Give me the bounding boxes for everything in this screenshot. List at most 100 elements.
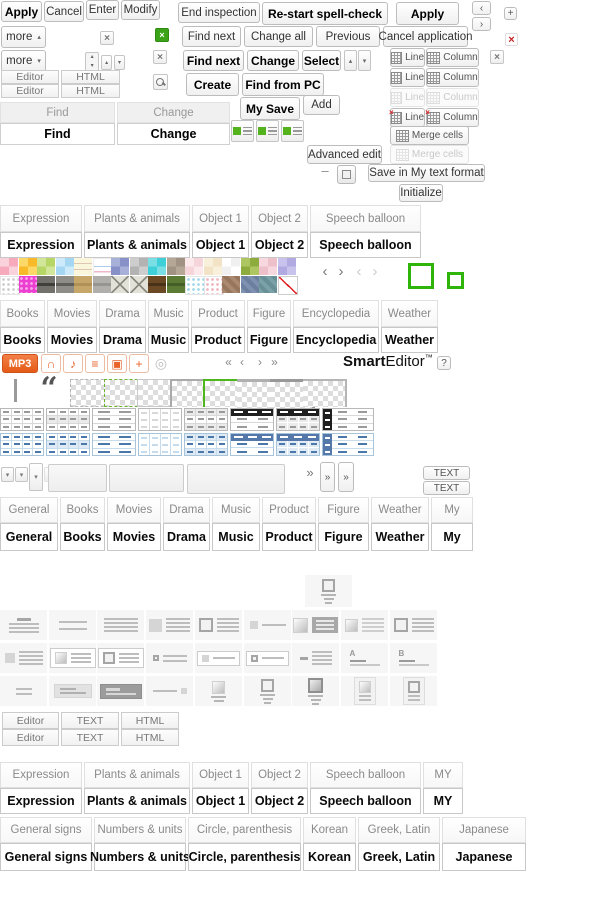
spin-down-button[interactable]: ▾ — [358, 50, 371, 71]
sign-tabs-japanese[interactable]: Japanese — [442, 817, 526, 843]
media-tabs-books[interactable]: Books — [0, 300, 45, 327]
toolbar-collapse-icon[interactable]: « — [225, 355, 232, 369]
playlist-icon[interactable]: ≡ — [85, 354, 105, 373]
close-icon[interactable]: × — [100, 31, 114, 45]
palette-swatch[interactable] — [259, 275, 277, 293]
layout-option-lines-c[interactable] — [0, 610, 47, 640]
sign-tabs-greek-latin[interactable]: Greek, Latin — [358, 843, 440, 871]
media-tabs-music[interactable]: Music — [148, 300, 189, 327]
change-button[interactable]: Change — [247, 50, 299, 71]
my-save-button[interactable]: My Save — [240, 97, 300, 120]
change-all-button[interactable]: Change all — [244, 26, 313, 47]
emoticon-tabs-1-object-1[interactable]: Object 1 — [192, 232, 249, 258]
media-tabs-weather[interactable]: Weather — [381, 327, 438, 353]
emoticon-tabs-2-plants-animals[interactable]: Plants & animals — [84, 762, 190, 788]
more-styles-button-1[interactable]: » — [320, 462, 335, 492]
general-tabs-figure[interactable]: Figure — [318, 497, 369, 523]
table-style-gray-grid[interactable] — [0, 408, 44, 431]
sign-tabs-circle-parenthesis[interactable]: Circle, parenthesis — [188, 817, 301, 843]
remove-icon[interactable]: × — [505, 33, 518, 46]
align-image-right-button[interactable] — [281, 120, 304, 142]
layout-option-pimg-lines[interactable] — [341, 610, 388, 640]
sign-tabs-greek-latin[interactable]: Greek, Latin — [358, 817, 440, 843]
spinner-control[interactable]: ▴ ▾ ▴ ▾ — [85, 52, 125, 73]
add-media-icon[interactable]: + — [129, 354, 149, 373]
select-button[interactable]: Select — [302, 50, 341, 71]
toolbar-expand-icon[interactable]: » — [271, 355, 278, 369]
palette-swatch[interactable] — [185, 258, 203, 275]
find-next-bold-button[interactable]: Find next — [183, 50, 244, 71]
layout-option-dimg-top[interactable] — [292, 676, 339, 706]
layout-option-img-lines-sel[interactable] — [292, 610, 339, 640]
media-tabs-encyclopedia[interactable]: Encyclopedia — [293, 300, 379, 327]
palette-swatch[interactable] — [37, 275, 55, 293]
format-tabs-editor[interactable]: Editor — [2, 712, 59, 729]
format-tabs-text[interactable]: TEXT — [61, 712, 119, 729]
media-tabs-figure[interactable]: Figure — [247, 327, 291, 353]
pager-prev-button[interactable]: ‹ — [472, 1, 491, 15]
style-panel-2[interactable] — [109, 464, 184, 492]
insert-line-button-4[interactable]: × Line — [389, 108, 425, 127]
emoticon-tabs-2-expression[interactable]: Expression — [0, 788, 82, 814]
align-image-left-button[interactable] — [231, 120, 254, 142]
general-tabs-movies[interactable]: Movies — [107, 497, 161, 523]
palette-swatch[interactable] — [74, 275, 92, 293]
palette-prev-disabled[interactable]: ‹ — [356, 262, 362, 280]
palette-swatch[interactable] — [55, 258, 74, 275]
layout-option-B-lines[interactable]: B — [390, 643, 437, 673]
border-select-small[interactable] — [447, 272, 464, 289]
table-style-blue-dark-grid[interactable] — [276, 433, 320, 456]
emoticon-tabs-1-object-2[interactable]: Object 2 — [251, 205, 308, 232]
palette-swatch[interactable] — [222, 258, 240, 275]
close-icon-2[interactable]: × — [153, 50, 167, 64]
palette-next-button[interactable]: › — [338, 262, 344, 280]
layout-option-img-lines[interactable] — [146, 610, 193, 640]
palette-swatch[interactable] — [18, 258, 37, 275]
sign-tabs-numbers-units[interactable]: Numbers & units — [94, 817, 186, 843]
palette-swatch[interactable] — [240, 275, 259, 293]
initialize-button[interactable]: Initialize — [399, 184, 443, 202]
palette-swatch[interactable] — [0, 258, 18, 275]
table-style-blue-dark-plain[interactable] — [230, 433, 274, 456]
toolbar-left-icon[interactable]: ‹ — [240, 355, 244, 369]
emoticon-tabs-1-object-1[interactable]: Object 1 — [192, 205, 249, 232]
general-tabs-music[interactable]: Music — [212, 497, 260, 523]
palette-swatch[interactable] — [203, 275, 224, 295]
style-panel-1[interactable] — [48, 464, 107, 492]
sign-tabs-korean[interactable]: Korean — [303, 843, 356, 871]
layout-option-box-bdot-line[interactable] — [244, 643, 291, 673]
palette-swatch[interactable] — [92, 275, 111, 293]
general-tabs-my[interactable]: My — [431, 497, 473, 523]
table-style-blue-rows[interactable] — [92, 433, 136, 456]
general-tabs-my[interactable]: My — [431, 523, 473, 551]
table-style-blue-grid-shade[interactable] — [46, 433, 90, 456]
emoticon-tabs-2-my[interactable]: MY — [423, 762, 463, 788]
cancel-application-button[interactable]: Cancel application — [379, 26, 473, 47]
palette-swatch[interactable] — [222, 275, 240, 293]
format-tabs-text[interactable]: TEXT — [61, 729, 119, 746]
layout-option-lines-4[interactable] — [97, 610, 144, 640]
create-button[interactable]: Create — [186, 73, 239, 96]
palette-swatch[interactable] — [111, 275, 129, 293]
more-styles-glyph[interactable]: » — [306, 465, 314, 480]
emoticon-tabs-1-expression[interactable]: Expression — [0, 232, 82, 258]
general-tabs-music[interactable]: Music — [212, 523, 260, 551]
border-style-corner-tr-gray[interactable] — [303, 379, 347, 407]
palette-swatch[interactable] — [74, 258, 92, 275]
layout-option-card-bimg[interactable] — [390, 676, 437, 706]
palette-swatch[interactable] — [240, 258, 259, 275]
palette-swatch[interactable] — [277, 275, 298, 295]
media-tabs-drama[interactable]: Drama — [99, 327, 146, 353]
find-change-panel-change[interactable]: Change — [117, 102, 230, 123]
layout-option-line-dot[interactable] — [146, 676, 193, 706]
modify-button[interactable]: Modify — [121, 0, 160, 20]
magnifier-icon[interactable] — [153, 74, 168, 90]
general-tabs-product[interactable]: Product — [262, 497, 316, 523]
emoticon-tabs-2-speech-balloon[interactable]: Speech balloon — [310, 788, 421, 814]
find-change-panel-find[interactable]: Find — [0, 123, 115, 145]
media-tabs-movies[interactable]: Movies — [47, 327, 97, 353]
general-tabs-weather[interactable]: Weather — [371, 497, 429, 523]
layout-option-lines-2[interactable] — [49, 610, 96, 640]
insert-column-button-4[interactable]: × Column — [425, 108, 479, 127]
emoticon-tabs-2-my[interactable]: MY — [423, 788, 463, 814]
